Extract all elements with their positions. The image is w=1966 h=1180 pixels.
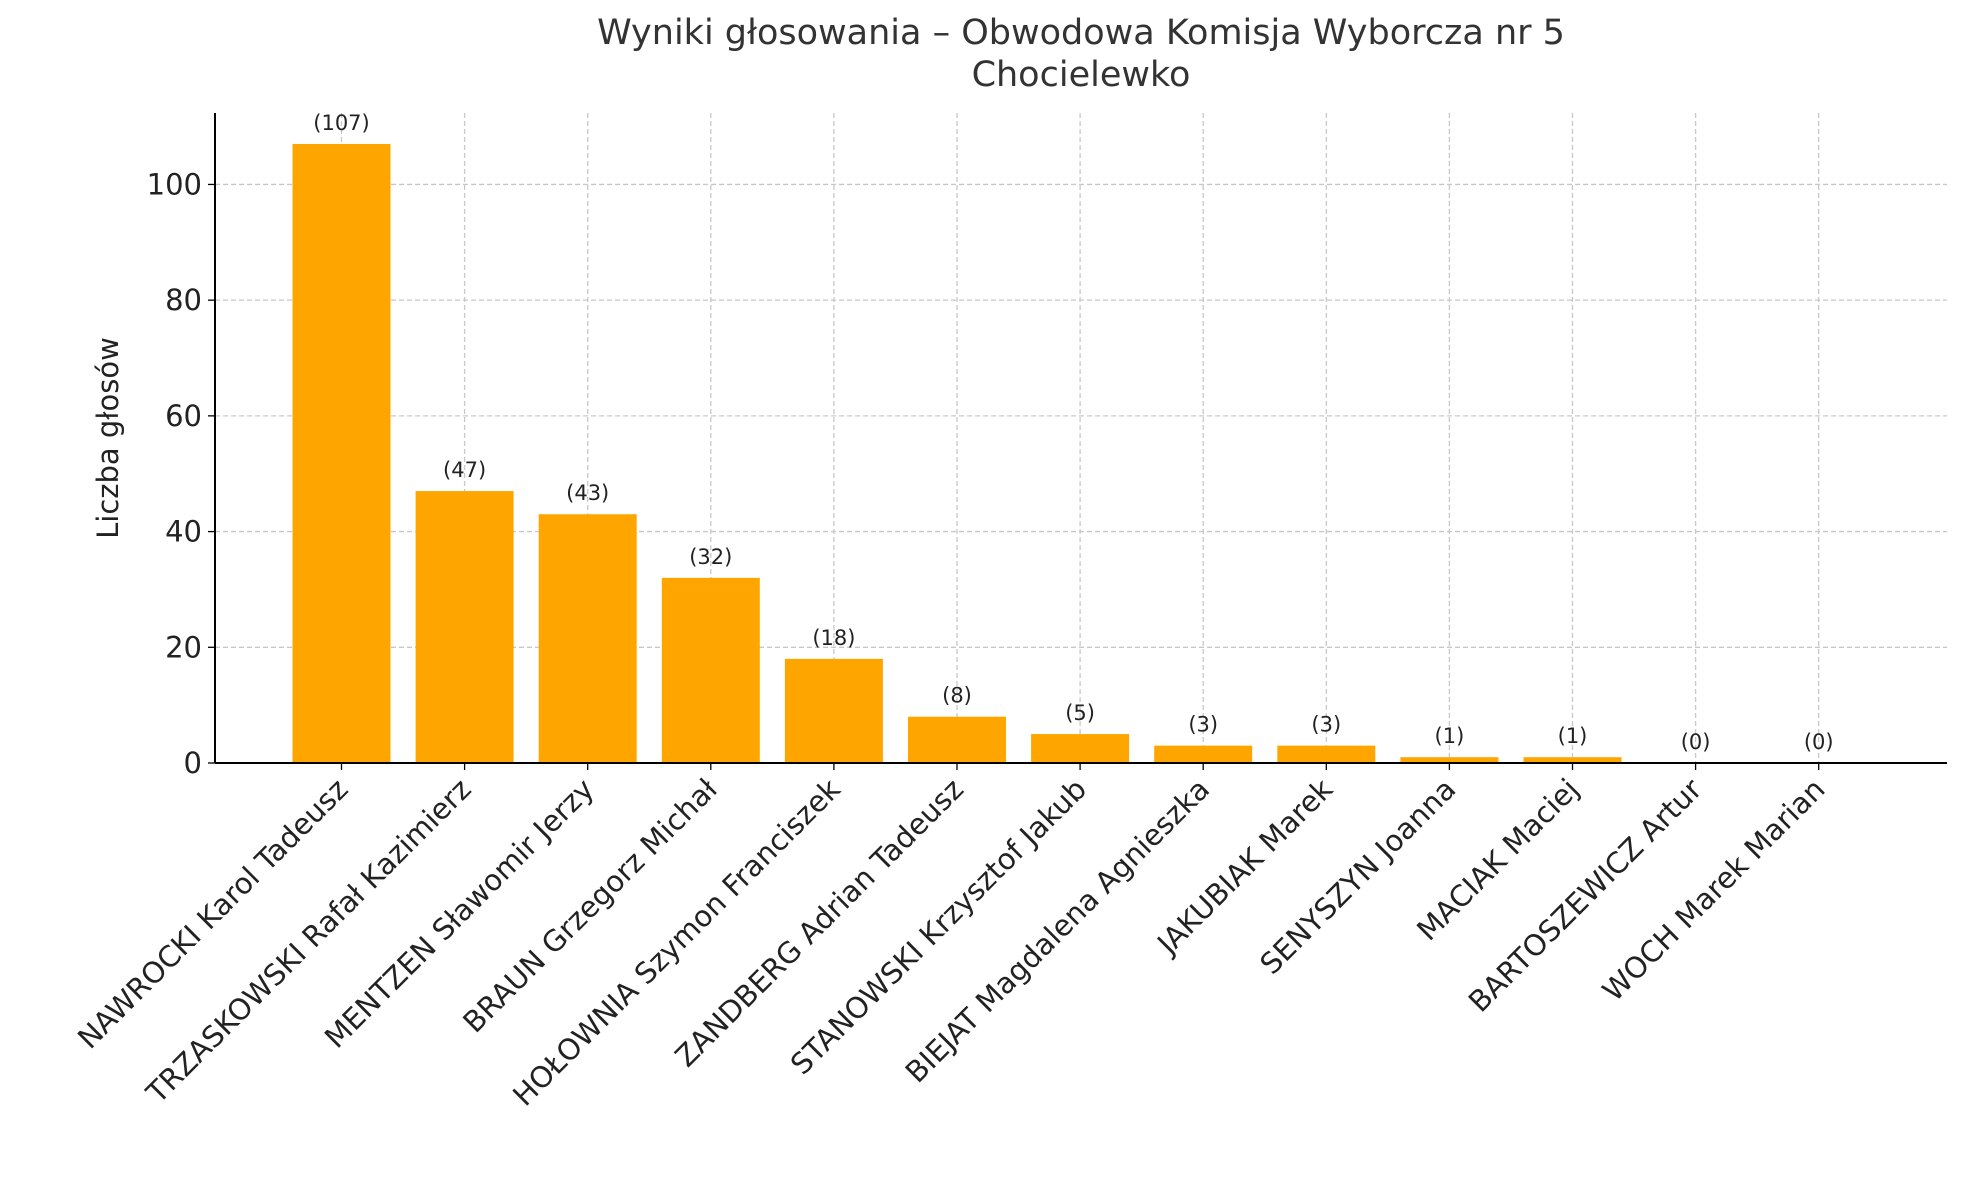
value-label: (107) — [313, 111, 369, 135]
value-label: (1) — [1558, 724, 1588, 748]
y-axis-label: Liczba głosów — [91, 337, 125, 539]
bar — [1277, 745, 1376, 763]
value-label: (43) — [566, 481, 609, 505]
bar — [415, 491, 514, 763]
bar — [1154, 745, 1253, 763]
bar — [1031, 734, 1130, 763]
chart-title: Wyniki głosowania – Obwodowa Komisja Wyb… — [597, 13, 1565, 95]
bar — [1400, 757, 1499, 763]
x-tick-label: BARTOSZEWICZ Artur — [1462, 772, 1709, 1019]
bar — [784, 658, 883, 763]
bar — [661, 577, 760, 763]
value-label: (0) — [1804, 730, 1834, 754]
bar — [292, 143, 391, 763]
y-tick-label: 100 — [147, 167, 202, 201]
value-label: (5) — [1065, 701, 1095, 725]
y-tick-label: 40 — [165, 515, 202, 549]
y-tick-label: 20 — [165, 630, 202, 664]
bar — [538, 514, 637, 763]
bar — [1523, 757, 1622, 763]
bar — [908, 716, 1006, 763]
value-label: (3) — [1188, 713, 1218, 737]
y-tick-label: 60 — [165, 399, 202, 433]
value-label: (1) — [1435, 724, 1465, 748]
value-label: (8) — [942, 684, 972, 708]
value-label: (3) — [1311, 713, 1341, 737]
value-label: (47) — [443, 458, 486, 482]
y-tick-label: 80 — [165, 283, 202, 317]
value-label: (0) — [1681, 730, 1711, 754]
value-label: (18) — [812, 626, 855, 650]
value-label: (32) — [689, 545, 732, 569]
x-tick-label: BRAUN Grzegorz Michał — [456, 771, 724, 1039]
y-tick-label: 0 — [184, 746, 202, 780]
x-tick-label: WOCH Marek Marian — [1596, 772, 1832, 1008]
